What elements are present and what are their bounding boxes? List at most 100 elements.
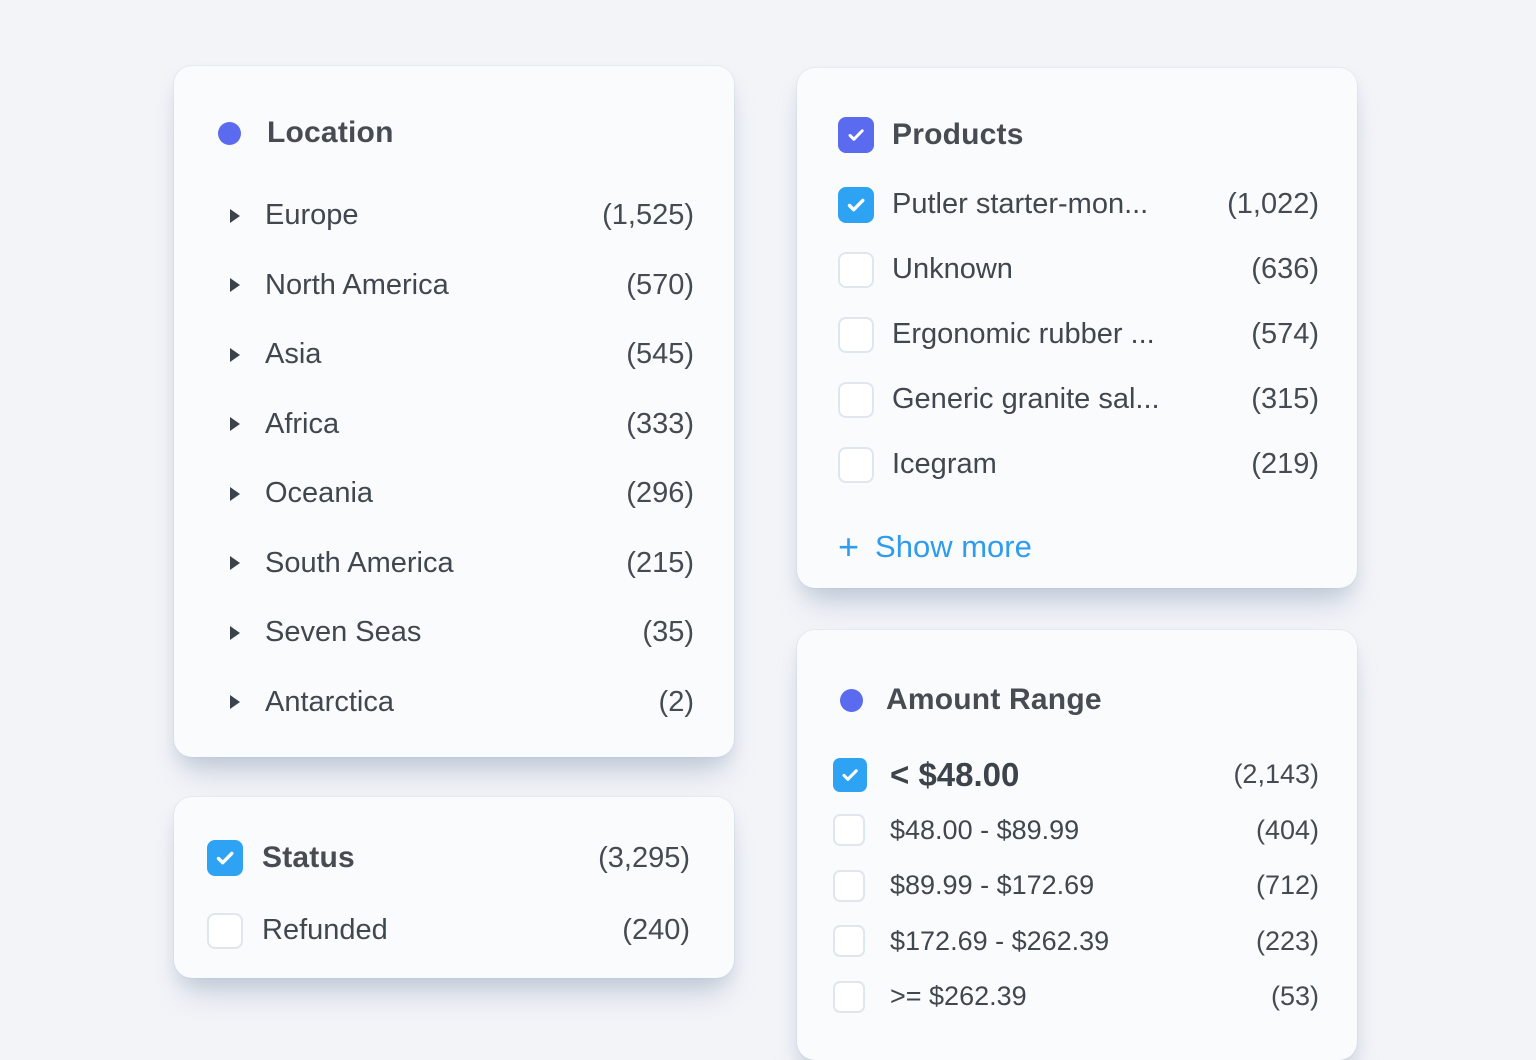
product-label: Putler starter-mon... xyxy=(892,188,1149,220)
plus-icon: + xyxy=(838,526,860,567)
product-label: Unknown xyxy=(892,253,1013,285)
product-checkbox[interactable] xyxy=(838,316,874,353)
amount-label: $172.69 - $262.39 xyxy=(890,925,1110,956)
status-list: Refunded (240) xyxy=(207,896,690,965)
product-row-putler-starter[interactable]: Putler starter-mon... (1,022) xyxy=(838,172,1319,237)
products-header-checkbox[interactable] xyxy=(838,117,874,153)
amount-count: (404) xyxy=(1255,814,1319,845)
status-header-count: (3,295) xyxy=(598,841,690,874)
location-row-north-america[interactable]: North America (570) xyxy=(218,251,694,321)
location-row-antarctica[interactable]: Antarctica (2) xyxy=(218,668,694,738)
location-card-header: Location xyxy=(218,106,694,160)
status-filter-card: Status (3,295) Refunded (240) xyxy=(174,797,734,978)
location-label: South America xyxy=(265,546,454,579)
amount-range-list: < $48.00 (2,143) $48.00 - $89.99 (404) $… xyxy=(833,747,1319,1025)
product-checkbox[interactable] xyxy=(838,251,874,288)
location-label: Oceania xyxy=(265,477,374,510)
check-icon xyxy=(842,768,858,781)
status-count: (240) xyxy=(622,914,690,946)
amount-row-lt-48[interactable]: < $48.00 (2,143) xyxy=(833,747,1319,803)
status-row-refunded[interactable]: Refunded (240) xyxy=(207,896,690,965)
location-count: (35) xyxy=(642,616,694,649)
location-count: (333) xyxy=(626,407,694,440)
amount-row-172-to-262[interactable]: $172.69 - $262.39 (223) xyxy=(833,914,1319,970)
location-row-asia[interactable]: Asia (545) xyxy=(218,320,694,390)
product-count: (636) xyxy=(1251,253,1319,285)
product-count: (574) xyxy=(1251,318,1319,350)
product-row-icegram[interactable]: Icegram (219) xyxy=(838,432,1319,497)
location-count: (545) xyxy=(626,338,694,371)
location-row-oceania[interactable]: Oceania (296) xyxy=(218,459,694,529)
status-header-checkbox[interactable] xyxy=(207,840,243,876)
products-filter-card: Products Putler starter-mon... (1,022) U… xyxy=(797,68,1357,588)
expand-arrow-icon[interactable] xyxy=(230,208,240,223)
expand-arrow-icon[interactable] xyxy=(230,278,240,293)
location-label: Asia xyxy=(265,338,322,371)
location-count: (215) xyxy=(626,546,694,579)
product-checkbox[interactable] xyxy=(838,446,874,483)
location-row-south-america[interactable]: South America (215) xyxy=(218,529,694,599)
products-card-title: Products xyxy=(892,118,1024,151)
product-label: Icegram xyxy=(892,448,997,480)
location-list: Europe (1,525) North America (570) Asia … xyxy=(218,181,694,737)
amount-count: (712) xyxy=(1255,870,1319,901)
location-filter-card: Location Europe (1,525) North America (5… xyxy=(174,66,734,757)
amount-label: $48.00 - $89.99 xyxy=(890,814,1080,845)
amount-row-89-to-172[interactable]: $89.99 - $172.69 (712) xyxy=(833,858,1319,914)
location-count: (2) xyxy=(658,685,694,718)
filter-dot-icon xyxy=(840,688,863,712)
location-row-europe[interactable]: Europe (1,525) xyxy=(218,181,694,251)
product-count: (219) xyxy=(1251,448,1319,480)
status-card-title: Status xyxy=(262,841,355,874)
amount-range-card-title: Amount Range xyxy=(886,683,1102,716)
product-count: (1,022) xyxy=(1227,188,1319,220)
expand-arrow-icon[interactable] xyxy=(230,486,240,501)
amount-label: < $48.00 xyxy=(890,755,1020,793)
amount-count: (53) xyxy=(1270,981,1319,1012)
amount-row-48-to-89[interactable]: $48.00 - $89.99 (404) xyxy=(833,803,1319,859)
location-count: (296) xyxy=(626,477,694,510)
check-icon xyxy=(216,851,234,865)
amount-row-gte-262[interactable]: >= $262.39 (53) xyxy=(833,969,1319,1025)
amount-checkbox[interactable] xyxy=(833,757,867,792)
show-more-label: Show more xyxy=(875,529,1032,564)
show-more-link[interactable]: + Show more xyxy=(838,522,1319,572)
location-label: Seven Seas xyxy=(265,616,422,649)
expand-arrow-icon[interactable] xyxy=(230,347,240,362)
amount-count: (223) xyxy=(1255,925,1319,956)
product-row-ergonomic-rubber[interactable]: Ergonomic rubber ... (574) xyxy=(838,302,1319,367)
amount-checkbox[interactable] xyxy=(833,869,865,902)
check-icon xyxy=(847,198,865,211)
products-list: Putler starter-mon... (1,022) Unknown (6… xyxy=(838,172,1319,497)
location-count: (570) xyxy=(626,268,694,301)
expand-arrow-icon[interactable] xyxy=(230,695,240,710)
location-row-seven-seas[interactable]: Seven Seas (35) xyxy=(218,598,694,668)
filter-dot-icon xyxy=(218,121,241,145)
location-row-africa[interactable]: Africa (333) xyxy=(218,390,694,460)
amount-label: $89.99 - $172.69 xyxy=(890,870,1095,901)
expand-arrow-icon[interactable] xyxy=(230,417,240,432)
location-label: Africa xyxy=(265,407,340,440)
product-checkbox[interactable] xyxy=(838,186,874,223)
amount-checkbox[interactable] xyxy=(833,925,865,958)
amount-range-filter-card: Amount Range < $48.00 (2,143) $48.00 - $… xyxy=(797,630,1357,1060)
location-label: North America xyxy=(265,268,449,301)
status-checkbox[interactable] xyxy=(207,912,243,949)
product-checkbox[interactable] xyxy=(838,381,874,418)
product-label: Generic granite sal... xyxy=(892,383,1160,415)
product-label: Ergonomic rubber ... xyxy=(892,318,1155,350)
amount-checkbox[interactable] xyxy=(833,980,865,1013)
status-card-header: Status (3,295) xyxy=(207,831,690,885)
location-card-title: Location xyxy=(267,116,394,149)
product-row-generic-granite[interactable]: Generic granite sal... (315) xyxy=(838,367,1319,432)
product-row-unknown[interactable]: Unknown (636) xyxy=(838,237,1319,302)
location-label: Antarctica xyxy=(265,685,394,718)
amount-checkbox[interactable] xyxy=(833,814,865,847)
products-card-header: Products xyxy=(838,108,1319,162)
expand-arrow-icon[interactable] xyxy=(230,625,240,640)
status-label: Refunded xyxy=(262,914,388,946)
amount-count: (2,143) xyxy=(1233,759,1319,790)
expand-arrow-icon[interactable] xyxy=(230,556,240,571)
location-label: Europe xyxy=(265,199,359,232)
location-count: (1,525) xyxy=(602,199,694,232)
